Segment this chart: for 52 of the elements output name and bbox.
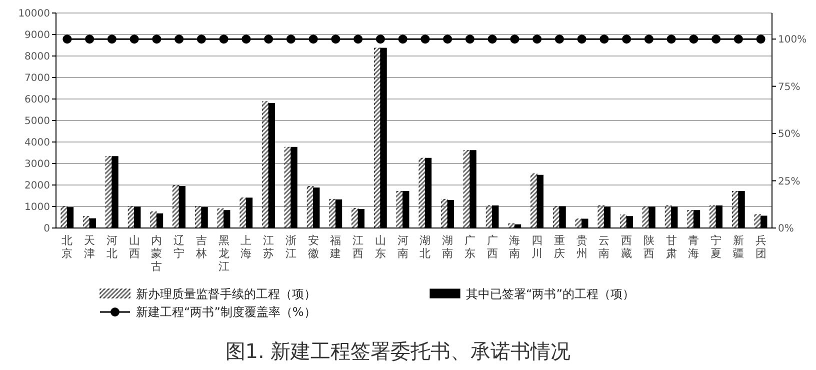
y-tick-label: 7000 — [24, 73, 50, 84]
y-tick-label: 4000 — [24, 138, 50, 148]
x-tick-label: 山西 — [128, 234, 140, 260]
legend-label: 新办理质量监督手续的工程（项） — [136, 287, 316, 302]
legend-label: 其中已签署“两书”的工程（项） — [466, 287, 634, 302]
y2-tick-label: 100% — [778, 34, 807, 46]
y2-tick-label: 25% — [778, 176, 800, 188]
y-tick-label: 2000 — [24, 180, 50, 192]
x-tick-label: 山东 — [374, 234, 386, 260]
x-tick-label: 四川 — [532, 234, 543, 260]
y-tick-label: 6000 — [24, 94, 50, 106]
x-tick-label: 新疆 — [732, 234, 744, 260]
x-tick-label: 湖南 — [442, 234, 454, 260]
x-tick-label: 上海 — [240, 234, 252, 260]
y-tick-label: 8000 — [24, 52, 50, 62]
x-tick-label: 宁夏 — [710, 234, 722, 260]
y-tick-label: 5000 — [24, 116, 50, 127]
y-tick-label: 0 — [44, 224, 50, 234]
x-tick-label: 湖北 — [420, 234, 431, 260]
x-tick-label: 广东 — [464, 234, 476, 260]
x-tick-label: 江西 — [352, 234, 364, 260]
x-tick-label: 辽宁 — [174, 234, 185, 260]
x-tick-label: 福建 — [329, 234, 342, 260]
y2-tick-label: 50% — [778, 129, 800, 140]
x-tick-label: 云南 — [598, 234, 610, 260]
x-tick-label: 江苏 — [263, 234, 274, 260]
x-tick-label: 海南 — [509, 234, 520, 260]
x-tick-label: 贵州 — [576, 234, 588, 260]
x-tick-label: 河南 — [397, 234, 408, 260]
y-tick-label: 1000 — [24, 202, 50, 213]
y2-tick-label: 0% — [778, 224, 794, 234]
y-tick-label: 10000 — [18, 8, 50, 20]
x-tick-label: 吉林 — [194, 234, 207, 260]
text: 图1. 新建工程签署委托书、承诺书情况 — [225, 339, 571, 363]
x-tick-label: 天津 — [84, 234, 96, 260]
x-tick-label: 黑龙江 — [218, 234, 230, 273]
x-tick-label: 甘肃 — [666, 234, 677, 260]
x-tick-label: 重庆 — [554, 234, 565, 260]
legend-label: 新建工程“两书”制度覆盖率（%） — [136, 305, 316, 320]
x-tick-label: 青海 — [688, 234, 700, 260]
y-tick-label: 9000 — [24, 30, 50, 41]
x-tick-label: 广西 — [486, 234, 498, 260]
x-tick-label: 安徽 — [308, 234, 319, 260]
x-tick-label: 河北 — [106, 234, 118, 260]
x-tick-label: 浙江 — [285, 234, 296, 260]
x-tick-label: 北京 — [62, 234, 73, 260]
y-tick-label: 3000 — [24, 159, 50, 170]
x-tick-label: 陕西 — [643, 234, 654, 260]
x-tick-label: 内蒙古 — [151, 234, 162, 273]
y2-tick-label: 75% — [778, 82, 800, 93]
x-tick-label: 兵团 — [755, 234, 766, 260]
x-tick-label: 西藏 — [621, 234, 632, 260]
